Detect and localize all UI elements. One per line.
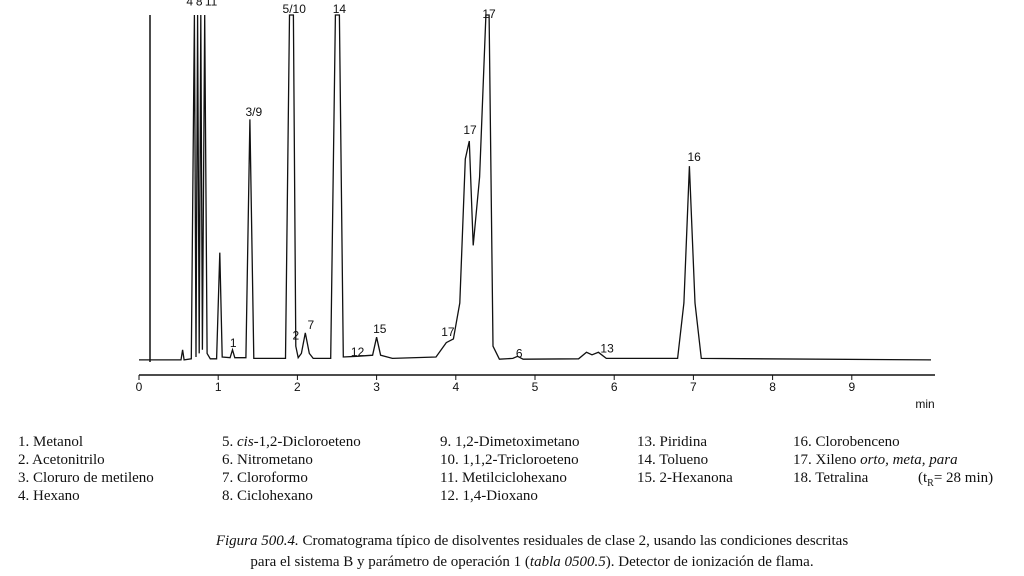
legend-entry: 10. 1,1,2-Tricloroeteno (440, 452, 579, 468)
peak-label: 8 (196, 0, 203, 9)
legend-entry: 2. Acetonitrilo (18, 452, 105, 468)
legend-text: 12. 1,4-Dioxano (440, 488, 538, 504)
note-text: = 28 min) (934, 470, 993, 486)
legend-entry: 4. Hexano (18, 488, 80, 504)
legend-entry: 5. cis-1,2-Dicloroeteno (222, 434, 361, 450)
x-tick-label: 2 (294, 380, 301, 394)
legend-text: 2. Acetonitrilo (18, 452, 105, 468)
caption-text: ). Detector de ionización de flama. (606, 554, 814, 570)
legend-text: 8. Ciclohexano (222, 488, 313, 504)
legend-text: 11. Metilciclohexano (440, 470, 567, 486)
x-tick-label: 0 (136, 380, 143, 394)
peak-label: 6 (516, 346, 523, 360)
x-tick-label: 6 (611, 380, 618, 394)
legend-entry: 6. Nitrometano (222, 452, 313, 468)
legend-text: 17. Xileno (793, 452, 860, 468)
peak-label: 17 (441, 325, 455, 339)
legend-text: 4. Hexano (18, 488, 80, 504)
peak-label: 17 (482, 7, 496, 21)
caption-italic: Figura 500.4. (215, 533, 299, 549)
peak-label: 11 (205, 0, 218, 9)
legend-entry: 9. 1,2-Dimetoximetano (440, 434, 580, 450)
peak-label: 16 (688, 150, 702, 164)
legend-text: 5. (222, 434, 237, 450)
legend-text: 15. 2-Hexanona (637, 470, 733, 486)
peak-label: 13 (600, 341, 614, 355)
legend-italic: cis (237, 434, 254, 450)
peak-label: 1 (230, 336, 237, 350)
chromatogram-trace (139, 14, 932, 361)
legend-text: 6. Nitrometano (222, 452, 313, 468)
legend-text: 14. Tolueno (637, 452, 708, 468)
legend-text: 3. Cloruro de metileno (18, 470, 154, 486)
peak-label: 14 (333, 2, 347, 16)
peak-label: 5/10 (283, 2, 307, 16)
legend-text: 18. Tetralina (793, 470, 869, 486)
legend-entry: 11. Metilciclohexano (440, 470, 567, 486)
legend-entry: 8. Ciclohexano (222, 488, 313, 504)
legend-entry: 14. Tolueno (637, 452, 708, 468)
caption-text: para el sistema B y parámetro de operaci… (250, 554, 529, 570)
peak-label: 4 (186, 0, 193, 9)
legend-entry: 3. Cloruro de metileno (18, 470, 154, 486)
peak-label: 7 (308, 318, 315, 332)
peak-label: 17 (463, 123, 477, 137)
caption-line: para el sistema B y parámetro de operaci… (250, 554, 813, 570)
legend-entry: 7. Cloroformo (222, 470, 308, 486)
peak-label: 2 (292, 328, 299, 342)
x-tick-label: 3 (373, 380, 380, 394)
legend-entry: 16. Clorobenceno (793, 434, 900, 450)
legend-text: 7. Cloroformo (222, 470, 308, 486)
legend-text: 9. 1,2-Dimetoximetano (440, 434, 580, 450)
note-text: (t (918, 470, 928, 486)
legend-entry: 1. Metanol (18, 434, 83, 450)
note-subscript: R (927, 478, 934, 489)
retention-note: (tR= 28 min) (918, 470, 993, 489)
x-tick-label: 4 (452, 380, 459, 394)
legend-text: 1. Metanol (18, 434, 83, 450)
legend-entry: 15. 2-Hexanona (637, 470, 733, 486)
legend-italic: orto, meta, para (860, 452, 958, 468)
x-axis-label: min (915, 397, 934, 411)
caption-italic: tabla 0500.5 (530, 554, 606, 570)
legend-text: -1,2-Dicloroeteno (254, 434, 361, 450)
legend-text: 13. Piridina (637, 434, 707, 450)
caption-text: Cromatograma típico de disolventes resid… (299, 533, 849, 549)
legend-entry: 18. Tetralina (793, 470, 869, 486)
legend-entry: 17. Xileno orto, meta, para (793, 452, 958, 468)
legend-entry: 13. Piridina (637, 434, 707, 450)
peak-label: 15 (373, 322, 387, 336)
legend-text: 16. Clorobenceno (793, 434, 900, 450)
peak-label: 3/9 (245, 105, 262, 119)
legend-text: 10. 1,1,2-Tricloroeteno (440, 452, 579, 468)
legend-entry: 12. 1,4-Dioxano (440, 488, 538, 504)
x-tick-label: 5 (532, 380, 539, 394)
x-tick-label: 9 (848, 380, 855, 394)
x-tick-label: 1 (215, 380, 222, 394)
caption-line: Figura 500.4. Cromatograma típico de dis… (215, 533, 849, 549)
peak-label: 12 (351, 345, 365, 359)
x-tick-label: 7 (690, 380, 697, 394)
x-tick-label: 8 (769, 380, 776, 394)
